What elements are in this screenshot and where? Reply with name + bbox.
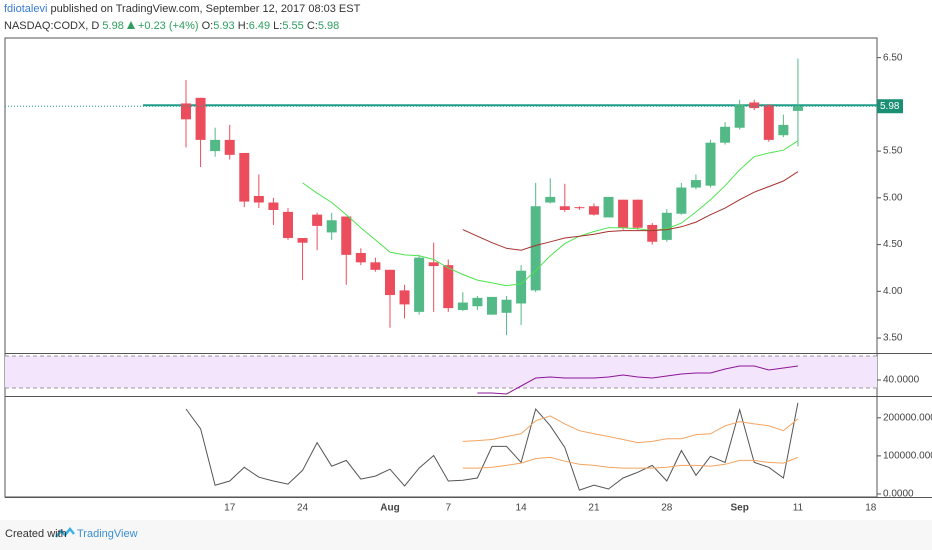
- candle-body: [384, 269, 395, 296]
- candle-body: [282, 211, 293, 239]
- x-tick-label: 7: [445, 503, 451, 514]
- candle-body: [545, 196, 556, 203]
- candle-body: [195, 97, 206, 140]
- legend-line: NASDAQ:CODX, D 5.98 +0.23 (+4%) O:5.93 H…: [4, 20, 339, 32]
- candle-body: [516, 270, 527, 304]
- candle-body: [705, 142, 716, 186]
- candle-body: [443, 265, 454, 309]
- candle-body: [268, 202, 279, 210]
- candle-body: [647, 224, 658, 242]
- low-label: L:: [273, 20, 283, 32]
- y-tick-label: 200000.0000: [883, 412, 932, 423]
- candle-body: [632, 199, 643, 228]
- candle-body: [603, 196, 614, 218]
- y-tick-label: 6.50: [883, 52, 903, 63]
- y-tick-label: 5.00: [883, 192, 903, 203]
- x-tick-label: 14: [516, 503, 528, 514]
- indicator-line: [462, 171, 799, 251]
- candle-body: [457, 302, 468, 311]
- y-tick-label: 5.50: [883, 146, 903, 157]
- y-tick-label: 3.50: [883, 333, 903, 344]
- y-tick-label: 100000.0000: [883, 451, 932, 462]
- last-price-label: 5.98: [880, 101, 900, 112]
- candle-body: [720, 126, 731, 143]
- candle-body: [792, 106, 803, 111]
- candle-body: [399, 290, 410, 305]
- candle-body: [734, 104, 745, 128]
- symbol: NASDAQ:CODX, D: [4, 20, 100, 32]
- x-tick-label: Aug: [380, 503, 399, 514]
- last-price-box: [877, 99, 903, 114]
- candle-body: [676, 187, 687, 214]
- publish-line: fdiotalevi published on TradingView.com,…: [4, 3, 360, 15]
- open-label: O:: [201, 20, 214, 32]
- candle-body: [239, 152, 250, 202]
- candle-body: [486, 296, 497, 315]
- x-tick-label: Sep: [730, 503, 748, 514]
- candle-body: [574, 207, 585, 209]
- open-value: 5.93: [213, 20, 235, 32]
- published: published on TradingView.com, September …: [50, 3, 361, 15]
- band-fill: [5, 356, 877, 388]
- y-tick-label: 40.0000: [883, 375, 920, 386]
- candle-body: [588, 206, 599, 215]
- last-price: 5.98: [102, 20, 124, 32]
- candle-body: [341, 216, 352, 255]
- candle-body: [428, 262, 439, 267]
- x-tick-label: 21: [588, 503, 600, 514]
- change: +0.23 (+4%): [137, 20, 199, 32]
- x-tick-label: 17: [224, 503, 236, 514]
- up-arrow: [126, 21, 135, 29]
- x-tick-label: 18: [865, 503, 877, 514]
- candle-body: [224, 139, 235, 155]
- indicator-line: [462, 456, 799, 469]
- tradingview-logo: [55, 527, 75, 538]
- candle-body: [181, 103, 191, 120]
- candle-body: [414, 257, 425, 312]
- close-label: C:: [306, 20, 318, 32]
- candle-body: [210, 139, 221, 152]
- candle-body: [297, 238, 308, 243]
- high-value: 6.49: [248, 20, 271, 32]
- indicator-line: [302, 140, 799, 287]
- candle-body: [530, 206, 541, 291]
- x-tick-label: 11: [793, 503, 804, 514]
- y-tick-label: 0.0000: [883, 489, 914, 500]
- candle-body: [312, 214, 323, 226]
- indicator-line: [477, 365, 798, 395]
- footer-bar: [0, 520, 932, 550]
- candle-body: [501, 299, 512, 313]
- author: fdiotalevi: [4, 3, 48, 15]
- candle-body: [472, 297, 483, 307]
- candle-body: [370, 262, 381, 270]
- candle-body: [326, 220, 337, 233]
- footer-brand: TradingView: [77, 528, 138, 540]
- candle-body: [618, 199, 629, 228]
- candle-body: [559, 206, 570, 210]
- indicator-line: [462, 415, 799, 444]
- low-value: 5.55: [282, 20, 304, 32]
- candle-body: [661, 212, 672, 240]
- candle-body: [763, 105, 774, 140]
- y-tick-label: 4.00: [883, 286, 903, 297]
- y-tick-label: 4.50: [883, 239, 903, 250]
- candle-body: [355, 252, 366, 263]
- indicator-line: [185, 402, 799, 491]
- footer-created: Created with: [5, 528, 67, 540]
- candle-body: [749, 102, 760, 109]
- candle-body: [778, 124, 789, 136]
- high-label: H:: [237, 20, 249, 32]
- candle-body: [690, 180, 701, 188]
- candle-body: [253, 195, 264, 203]
- close-value: 5.98: [317, 20, 340, 32]
- x-tick-label: 24: [297, 503, 309, 514]
- x-tick-label: 28: [661, 503, 673, 514]
